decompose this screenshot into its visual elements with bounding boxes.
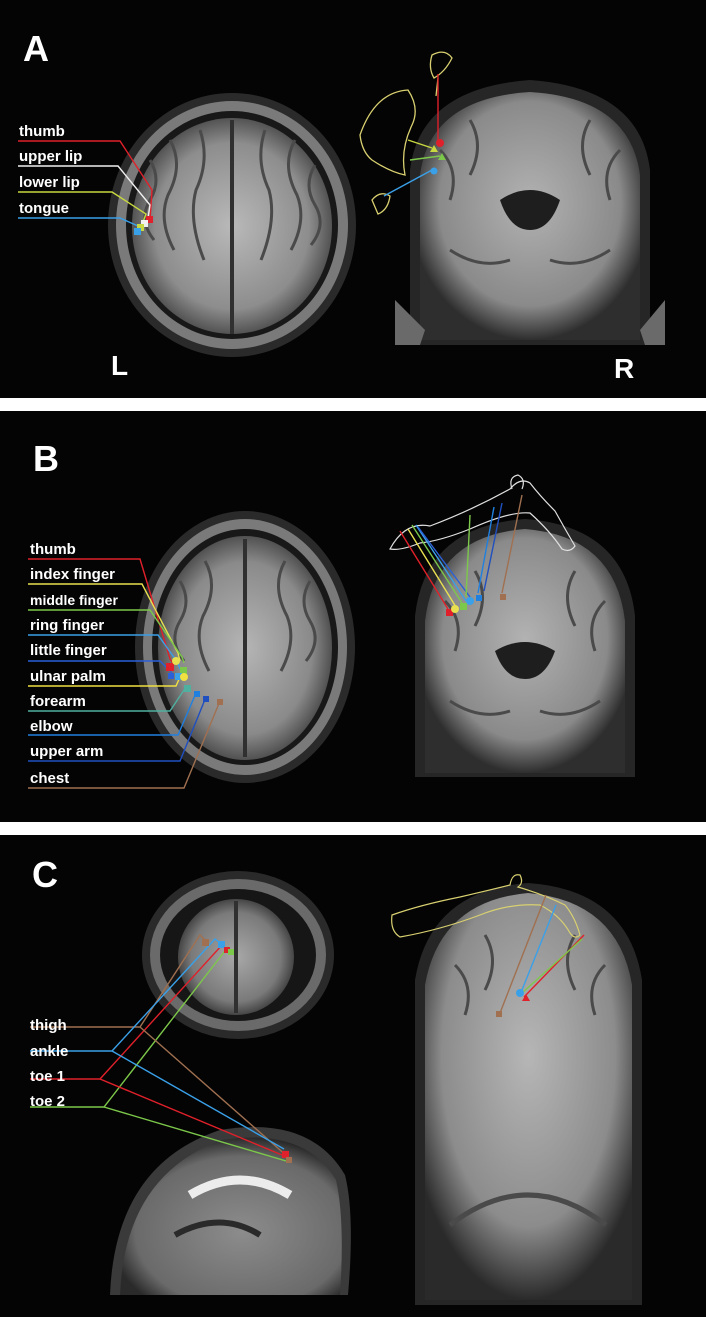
label-ring-finger: ring finger xyxy=(30,617,105,634)
label-ulnar-palm: ulnar palm xyxy=(30,668,106,685)
panel-letter: A xyxy=(23,28,49,69)
label-toe-2: toe 2 xyxy=(30,1093,66,1110)
panel-a: A L R thumb upper lip lower lip tongue xyxy=(0,0,706,398)
panel-b-activation-markers xyxy=(166,594,506,705)
label-thumb: thumb xyxy=(19,123,65,140)
left-hemisphere-marker: L xyxy=(111,350,129,381)
label-ankle: ankle xyxy=(30,1043,69,1060)
right-hemisphere-marker: R xyxy=(614,353,635,384)
label-upper-lip: upper lip xyxy=(19,148,83,165)
label-thumb: thumb xyxy=(30,541,76,558)
label-toe-1: toe 1 xyxy=(30,1068,66,1085)
label-index-finger: index finger xyxy=(30,566,116,583)
coronal-mri-slice xyxy=(415,883,642,1305)
label-chest: chest xyxy=(30,770,70,787)
panel-b-connector-lines xyxy=(28,494,523,789)
coronal-mri-slice xyxy=(395,80,665,345)
panel-c-activation-markers xyxy=(202,939,530,1163)
axial-mri-slice xyxy=(135,511,355,783)
panel-b-scan-images xyxy=(28,474,635,789)
axial-mri-slice xyxy=(142,871,334,1039)
panel-letter: C xyxy=(32,854,58,895)
panel-c-scan-images xyxy=(30,871,642,1305)
panel-a-scan-images xyxy=(18,51,665,357)
label-tongue: tongue xyxy=(19,200,69,217)
label-elbow: elbow xyxy=(30,718,73,735)
label-middle-finger: middle finger xyxy=(30,592,118,608)
label-upper-arm: upper arm xyxy=(30,743,104,760)
panel-letter: B xyxy=(33,438,59,479)
homunculus-leg-drawing xyxy=(391,874,581,938)
label-forearm: forearm xyxy=(30,693,86,710)
label-lower-lip: lower lip xyxy=(19,174,80,191)
sagittal-mri-slice xyxy=(110,1127,351,1295)
panel-c: C thigh ankle toe 1 toe 2 xyxy=(0,835,706,1317)
coronal-mri-slice xyxy=(415,519,635,777)
axial-mri-slice xyxy=(108,93,356,357)
panel-b: B thumb index finger middle finger ring … xyxy=(0,411,706,822)
label-little-finger: little finger xyxy=(30,642,107,659)
label-thigh: thigh xyxy=(30,1017,67,1034)
panel-a-activation-markers xyxy=(134,139,446,235)
homunculus-arm-drawing xyxy=(389,474,576,552)
